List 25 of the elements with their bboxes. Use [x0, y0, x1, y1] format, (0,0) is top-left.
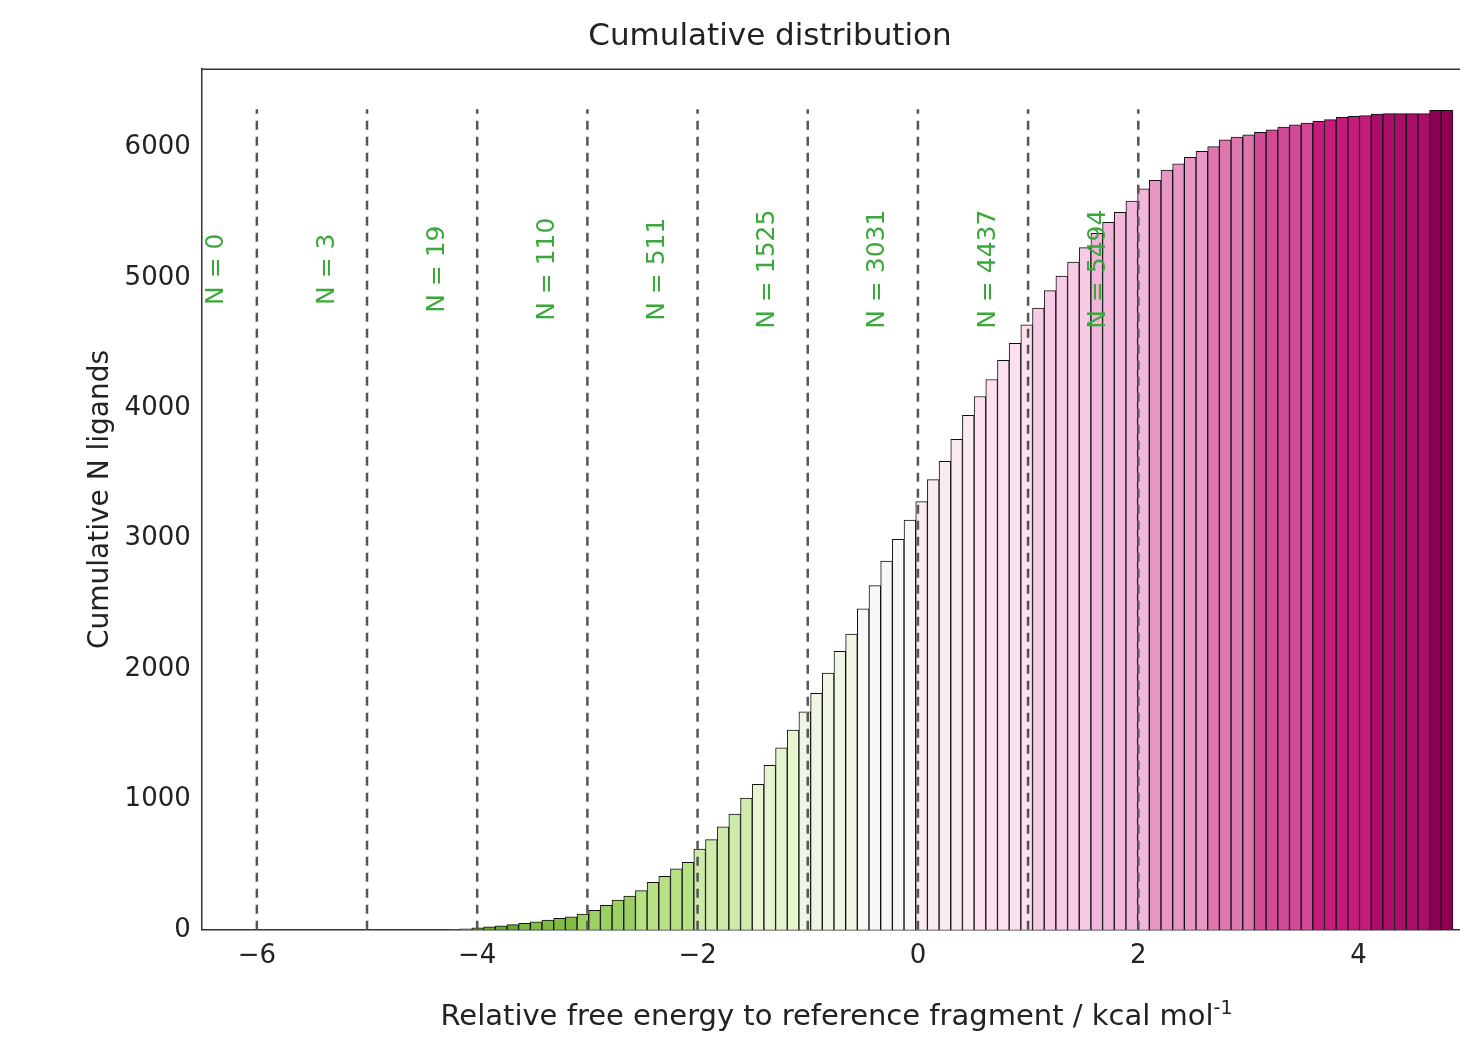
x-tick-label: 2 — [1130, 939, 1147, 970]
y-tick-label: 1000 — [124, 782, 191, 813]
annotation: N = 3031 — [861, 209, 891, 329]
annotation: N = 511 — [641, 217, 671, 321]
x-axis-title: Relative free energy to reference fragment / kcal mol$^{-1}$ — [439, 996, 1234, 1032]
x-tick-label: 4 — [1350, 939, 1367, 970]
y-tick-label: 5000 — [124, 260, 191, 291]
annotation: N = 4437 — [971, 209, 1001, 329]
x-tick-label: −4 — [458, 939, 497, 970]
y-axis-title: Cumulative N ligands — [82, 349, 116, 650]
x-tick-label: 0 — [909, 939, 927, 970]
x-tick-label: −6 — [237, 939, 277, 970]
annotation: N = 1525 — [751, 209, 781, 329]
y-tick-label: 4000 — [124, 390, 191, 421]
y-tick-label: 6000 — [124, 130, 191, 161]
y-tick-label: 0 — [174, 912, 191, 943]
y-tick-label: 3000 — [124, 521, 191, 552]
annotation: N = 0 — [200, 233, 230, 305]
y-tick-label: 2000 — [124, 651, 191, 682]
annotation: N = 19 — [420, 225, 450, 313]
chart-title: Cumulative distribution — [588, 15, 952, 52]
x-tick-label: −2 — [678, 939, 717, 970]
annotation: N = 3 — [310, 233, 340, 305]
annotation: N = 5494 — [1081, 209, 1111, 329]
annotation: N = 110 — [530, 217, 560, 321]
